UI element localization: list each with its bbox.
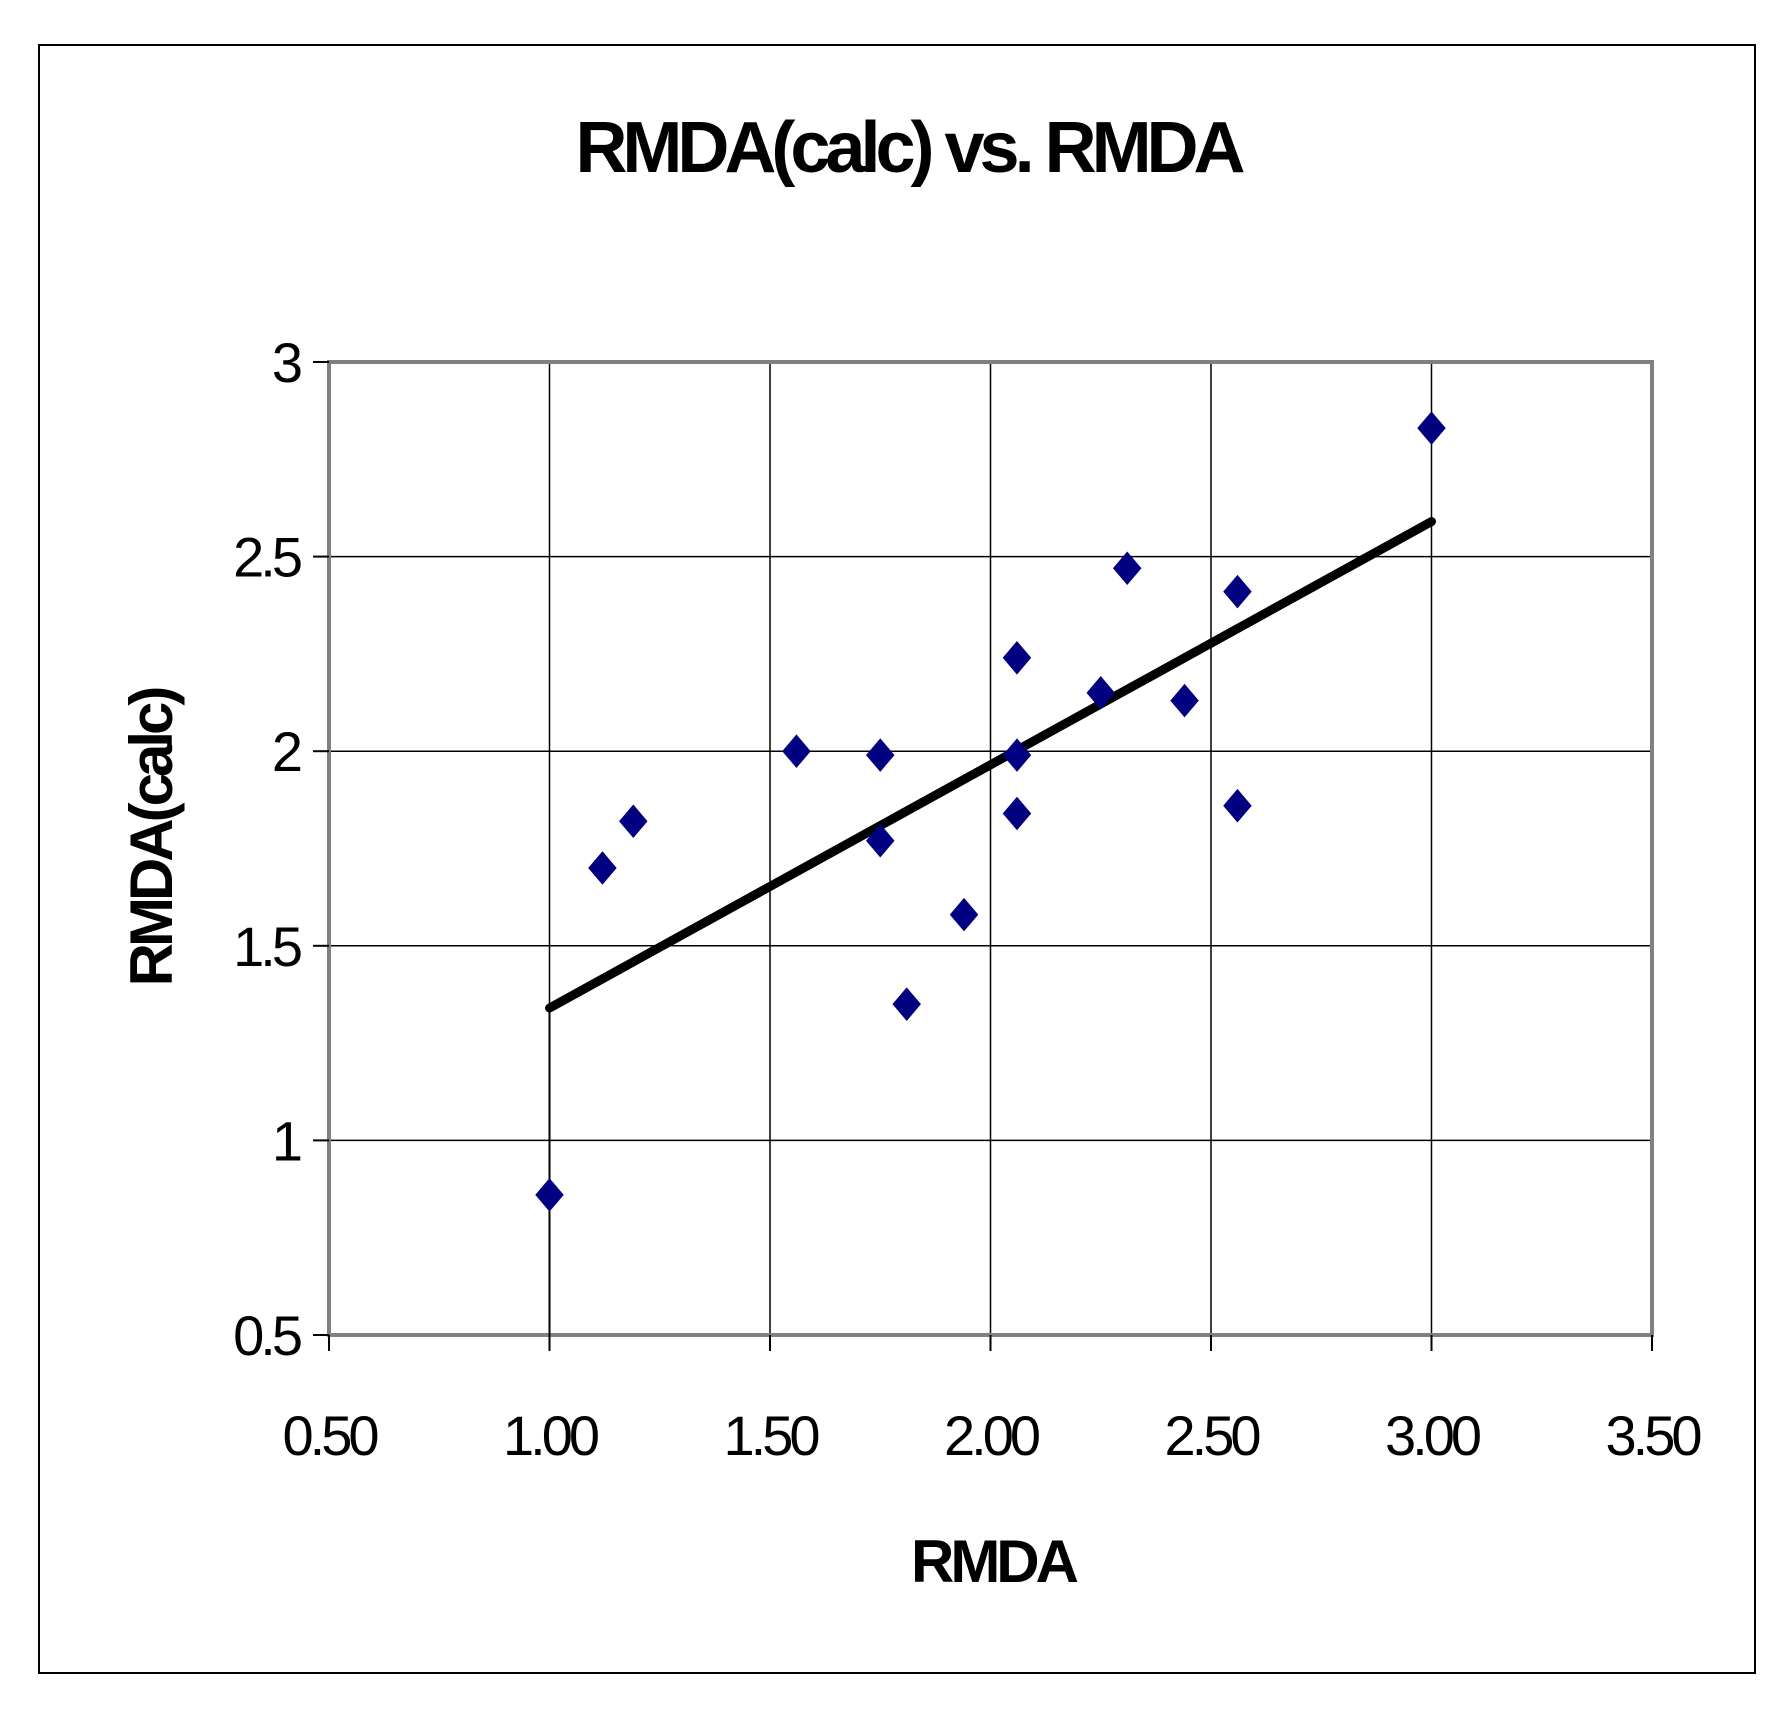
trendline [545,517,1436,1013]
y-axis-title: RMDA(calc) [118,689,185,987]
data-point [619,804,648,839]
y-tick-label: 1.5 [233,915,301,978]
data-point [782,734,811,768]
x-tick-label: 1.00 [503,1404,598,1467]
data-point [892,987,921,1021]
data-point [1223,574,1252,609]
data-point [1170,683,1199,718]
data-point [588,851,617,885]
x-tick-label: 1.50 [724,1404,819,1467]
chart-frame [38,44,1756,1674]
data-point [1002,738,1032,772]
data-points [535,411,1446,1212]
data-point [865,823,895,858]
axis-ticks [313,361,1653,1351]
data-point [1417,411,1446,445]
x-axis-title: RMDA [911,1528,1078,1595]
y-tick-labels: 0.5 1 1.5 2 2.5 3 [233,331,305,1367]
data-point [865,738,895,772]
x-tick-label: 2.50 [1165,1404,1260,1467]
x-tick-label: 3.50 [1606,1404,1701,1467]
data-point [1086,676,1116,710]
x-tick-label: 3.00 [1385,1404,1480,1467]
data-point [1002,641,1032,675]
data-point [1112,551,1142,586]
y-tick-label: 3 [272,331,301,394]
y-tick-label: 1 [272,1109,301,1172]
data-point [535,1178,564,1212]
y-tick-label: 0.5 [233,1304,301,1367]
x-tick-labels: 0.50 1.00 1.50 2.00 2.50 3.00 3.50 [283,1404,1705,1467]
y-tick-label: 2.5 [233,526,301,589]
y-tick-label: 2 [272,720,301,783]
data-point [949,897,979,932]
chart-title: RMDA(calc) vs. RMDA [575,108,1244,188]
data-point [1223,788,1252,823]
x-tick-label: 0.50 [283,1404,378,1467]
x-tick-label: 2.00 [944,1404,1039,1467]
grid-lines [329,362,1652,1335]
data-point [1002,796,1032,831]
